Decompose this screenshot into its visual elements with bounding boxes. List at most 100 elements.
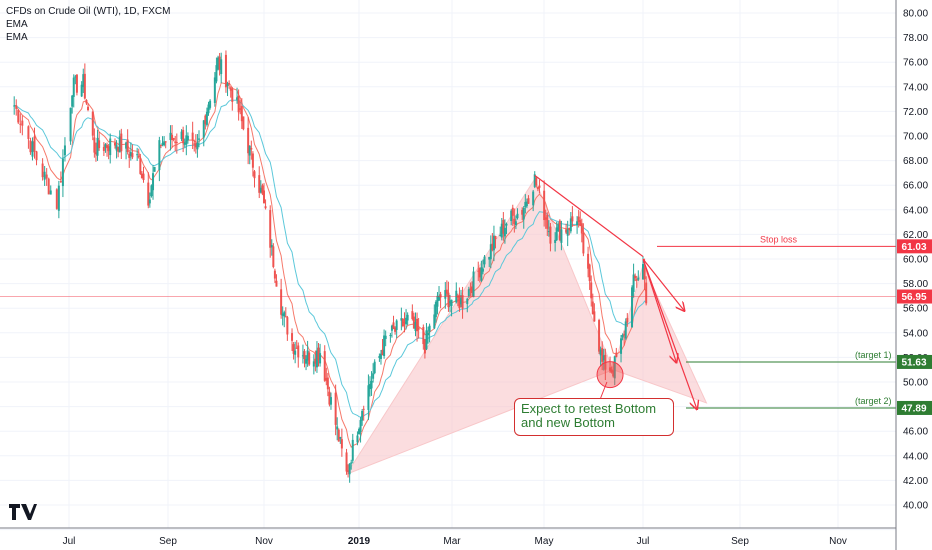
candle-body [323,351,326,381]
candle-body [449,301,452,303]
candle-body [543,190,546,221]
stop-loss-price-tag-text: 61.03 [901,242,926,253]
candle-body [423,339,426,354]
candle-body [450,299,453,306]
candle-body [118,136,121,153]
candle-body [19,123,22,125]
candle-body [248,145,251,156]
candle-body [171,134,174,141]
candle-body [312,361,315,367]
candle-body [459,298,462,305]
candle-body [554,239,557,244]
candle-body [207,104,210,114]
candle-body [582,233,585,254]
candle-body [579,220,582,226]
candle-body [406,314,409,321]
x-tick-label: Nov [829,536,847,547]
candle-body [161,142,164,145]
candle-body [250,147,253,150]
candle-body [469,288,472,291]
candle-body [55,189,58,209]
candle-body [305,358,308,364]
candle-body [326,377,329,390]
candle-body [544,217,547,220]
candle-body [163,141,166,146]
candle-body [148,199,151,204]
candle-body [306,350,309,361]
candle-body [546,215,549,229]
candle-body [334,392,337,425]
candle-body [427,333,430,336]
indicator-ema-1[interactable]: EMA [6,19,28,30]
candle-body [533,174,536,187]
candle-body [422,327,425,345]
candle-body [247,127,250,154]
target-price-tag [897,354,932,369]
candle-body [259,187,262,193]
indicator-ema-2[interactable]: EMA [6,32,28,43]
pattern-bcd [612,263,708,404]
candle-body [536,187,539,190]
candle-body [489,244,492,260]
candle-body [416,318,419,332]
candle-body [434,301,437,318]
candle-body [297,345,300,358]
candle-body [75,74,78,93]
candle-body [340,439,343,449]
candle-body [239,108,242,110]
candle-body [370,380,373,389]
candle-body [15,105,18,109]
candle-body [253,171,256,179]
candle-body [395,320,398,330]
candle-body [226,83,229,86]
candle-body [577,216,580,223]
candle-body [587,253,590,269]
candle-body [503,227,506,237]
candle-body [438,295,441,301]
candle-body [229,87,232,91]
candle-body [106,145,109,149]
candle-body [480,267,483,281]
candle-body [128,153,131,158]
candle-body [348,463,351,475]
candle-body [350,462,353,464]
y-tick-label: 60.00 [903,255,928,266]
candle-body [467,289,470,297]
candle-body [198,138,200,140]
candle-body [643,268,646,280]
candle-body [280,289,283,315]
candle-body [623,334,626,336]
candle-body [361,411,364,421]
candle-body [126,139,129,152]
candle-body [41,163,44,178]
y-tick-label: 54.00 [903,328,928,339]
candle-body [319,353,322,364]
y-tick-label: 64.00 [903,205,928,216]
candle-body [129,151,132,157]
y-tick-label: 76.00 [903,58,928,69]
candle-body [59,181,62,183]
candle-body [472,271,475,298]
stop-loss-label: Stop loss [760,234,798,244]
candle-body [294,350,297,355]
candle-body [228,83,231,85]
candle-body [499,234,502,236]
callout-line-2: and new Bottom [521,415,615,430]
candle-body [328,391,331,405]
candle-body [205,111,208,125]
candle-body [632,274,635,292]
candle-body [394,327,397,332]
candle-body [345,452,348,472]
target-label: (target 2) [855,396,892,406]
target-price-tag-text: 47.89 [901,403,926,414]
candle-body [96,137,99,156]
candle-body [439,294,442,298]
candle-body [283,312,286,317]
candle-body [576,221,579,226]
candle-body [401,318,404,327]
candle-body [109,138,112,156]
candle-body [139,158,142,174]
candle-body [120,133,123,152]
candle-body [411,311,414,320]
